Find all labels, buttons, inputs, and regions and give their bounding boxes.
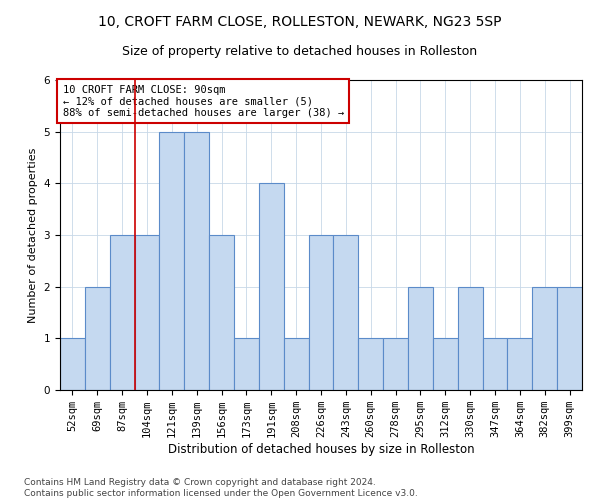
Bar xyxy=(358,338,383,390)
Bar xyxy=(134,235,160,390)
Bar xyxy=(334,235,358,390)
Bar xyxy=(458,286,482,390)
Bar xyxy=(383,338,408,390)
Text: Size of property relative to detached houses in Rolleston: Size of property relative to detached ho… xyxy=(122,45,478,58)
Bar xyxy=(60,338,85,390)
Bar xyxy=(433,338,458,390)
Bar xyxy=(482,338,508,390)
Bar xyxy=(259,184,284,390)
Bar xyxy=(532,286,557,390)
Text: Contains HM Land Registry data © Crown copyright and database right 2024.
Contai: Contains HM Land Registry data © Crown c… xyxy=(24,478,418,498)
Bar xyxy=(308,235,334,390)
Bar xyxy=(284,338,308,390)
Bar xyxy=(160,132,184,390)
Y-axis label: Number of detached properties: Number of detached properties xyxy=(28,148,38,322)
Bar xyxy=(557,286,582,390)
Bar xyxy=(408,286,433,390)
Bar xyxy=(234,338,259,390)
Bar xyxy=(184,132,209,390)
Bar xyxy=(85,286,110,390)
Bar xyxy=(508,338,532,390)
Bar xyxy=(110,235,134,390)
X-axis label: Distribution of detached houses by size in Rolleston: Distribution of detached houses by size … xyxy=(167,443,475,456)
Bar xyxy=(209,235,234,390)
Text: 10 CROFT FARM CLOSE: 90sqm
← 12% of detached houses are smaller (5)
88% of semi-: 10 CROFT FARM CLOSE: 90sqm ← 12% of deta… xyxy=(62,84,344,118)
Text: 10, CROFT FARM CLOSE, ROLLESTON, NEWARK, NG23 5SP: 10, CROFT FARM CLOSE, ROLLESTON, NEWARK,… xyxy=(98,15,502,29)
